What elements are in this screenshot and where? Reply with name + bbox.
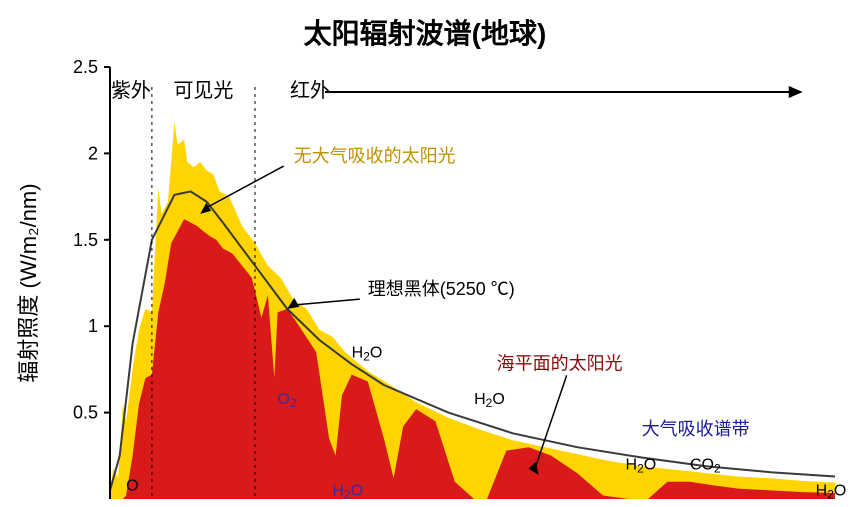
molecule-label: CO2	[690, 457, 721, 476]
annot-blackbody: 理想黑体(5250 ℃)	[368, 279, 515, 299]
annot-sea: 海平面的太阳光	[497, 353, 623, 373]
y-tick-label: 2.5	[73, 57, 98, 77]
annot-yellow: 无大气吸收的太阳光	[294, 146, 456, 166]
y-tick-label: 1	[88, 316, 98, 336]
molecule-label: H2O	[626, 457, 657, 476]
region-visible: 可见光	[173, 79, 233, 102]
y-tick-label: 1.5	[73, 230, 98, 250]
molecule-label: H2O	[474, 391, 505, 410]
molecule-label: H2O	[352, 344, 383, 363]
y-axis-label: 辐射照度 (W/m₂/nm)	[16, 183, 41, 382]
region-uv: 紫外	[111, 79, 151, 102]
solar-spectrum-chart: 0.5 1 1.5 2 2.5 辐射照度 (W/m₂/nm) 紫外可见光 红外无大气吸收的太阳…	[0, 52, 850, 499]
molecule-label: O	[126, 477, 138, 494]
ir-arrow-head	[789, 86, 803, 98]
region-ir: 红外	[290, 79, 330, 102]
y-tick-label: 2	[88, 143, 98, 163]
annot-absorption: 大气吸收谱带	[642, 419, 750, 439]
chart-title: 太阳辐射波谱(地球)	[0, 0, 850, 52]
y-tick-label: 0.5	[73, 403, 98, 423]
